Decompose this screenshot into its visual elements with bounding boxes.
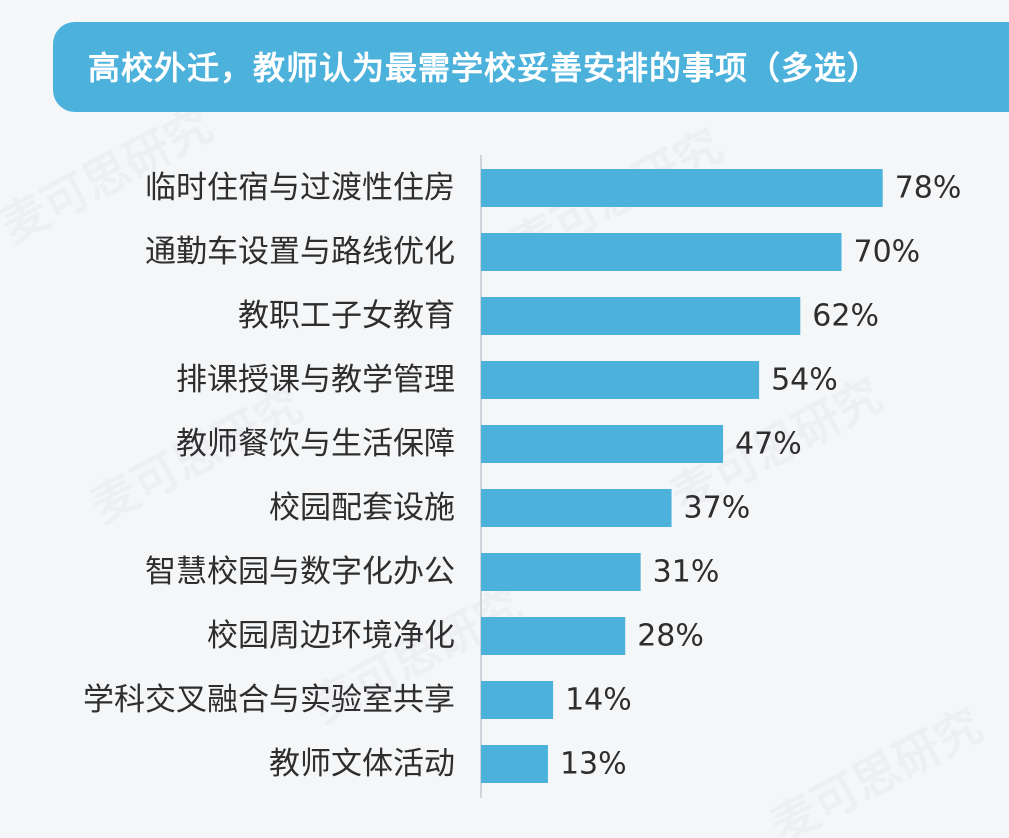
bar: [481, 361, 760, 399]
category-label: 教职工子女教育: [238, 298, 455, 334]
value-label: 13%: [560, 747, 627, 782]
value-label: 54%: [771, 363, 838, 398]
value-label: 70%: [854, 235, 921, 270]
category-label: 排课授课与教学管理: [176, 362, 455, 398]
bar: [481, 681, 554, 719]
value-label: 14%: [565, 683, 632, 718]
chart-title: 高校外迁，教师认为最需学校妥善安排的事项（多选）: [88, 49, 881, 87]
category-label: 学科交叉融合与实验室共享: [83, 682, 455, 718]
value-label: 47%: [735, 427, 802, 462]
bar: [481, 617, 626, 655]
value-label: 31%: [653, 555, 720, 590]
bar: [481, 297, 801, 335]
bar: [481, 425, 724, 463]
bar: [481, 489, 672, 527]
category-label: 教师餐饮与生活保障: [176, 426, 455, 462]
category-label: 教师文体活动: [269, 746, 455, 782]
category-label: 智慧校园与数字化办公: [145, 554, 455, 590]
category-label: 校园配套设施: [269, 490, 455, 526]
bar: [481, 233, 842, 271]
value-label: 78%: [895, 171, 962, 206]
category-label: 通勤车设置与路线优化: [145, 234, 455, 270]
category-label: 校园周边环境净化: [207, 618, 455, 654]
bar: [481, 169, 883, 207]
category-label: 临时住宿与过渡性住房: [145, 170, 455, 206]
bar: [481, 553, 641, 591]
value-label: 62%: [812, 299, 879, 334]
title-banner: [53, 22, 1009, 112]
bar: [481, 745, 548, 783]
value-label: 37%: [684, 491, 751, 526]
value-label: 28%: [637, 619, 704, 654]
